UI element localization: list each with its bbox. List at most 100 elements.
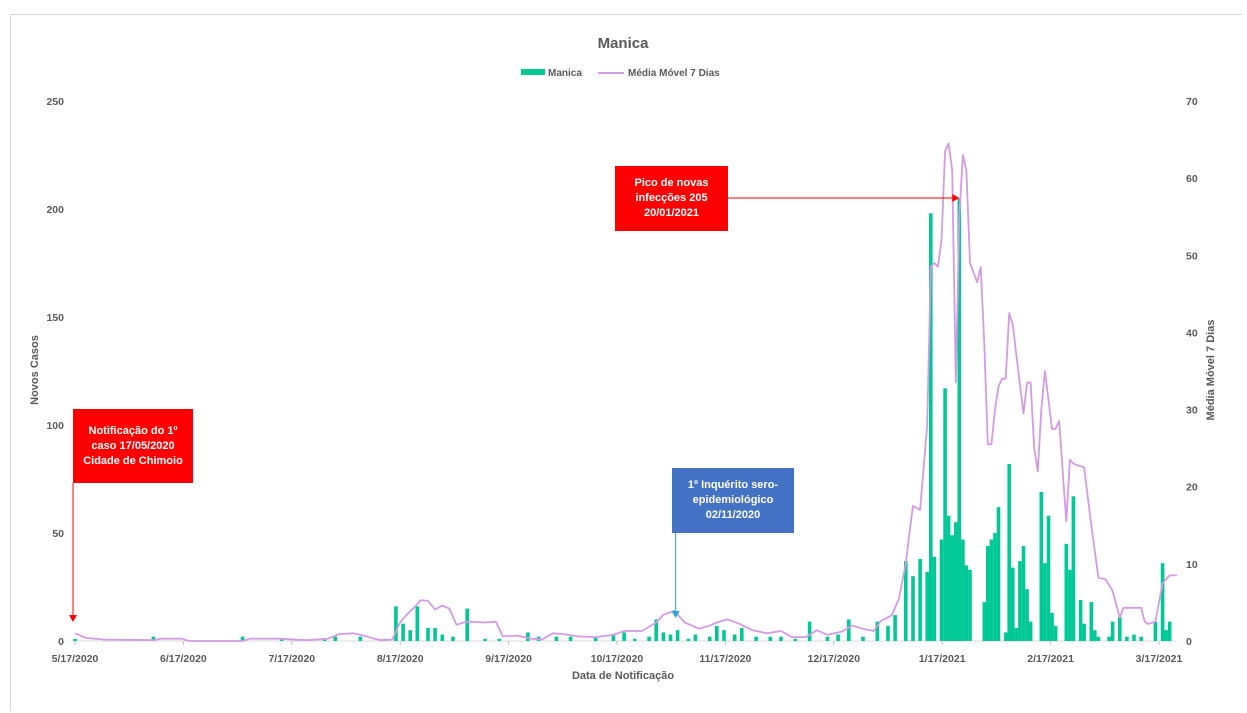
bar [633, 638, 637, 641]
bar [893, 615, 897, 641]
x-tick-label: 1/17/2021 [919, 653, 966, 665]
bar [707, 636, 712, 641]
bar [1025, 589, 1029, 641]
bar [722, 630, 726, 641]
bar [465, 608, 469, 641]
annotation-peak: Pico de novas infecções 205 20/01/2021 [615, 166, 728, 231]
bar [1018, 561, 1022, 641]
bar [954, 522, 958, 641]
bar [732, 634, 737, 641]
bar [932, 556, 937, 641]
bar [240, 636, 245, 641]
x-tick-label: 2/17/2021 [1027, 653, 1074, 665]
bar [1164, 630, 1168, 641]
bar [483, 638, 487, 641]
bar [918, 558, 922, 641]
bar [440, 634, 445, 641]
bar [946, 515, 951, 641]
bar [1071, 496, 1076, 641]
bar [964, 565, 969, 641]
bar [925, 571, 929, 641]
bar [807, 621, 812, 641]
bar [622, 632, 626, 641]
x-tick-label: 6/17/2020 [160, 653, 207, 665]
legend-swatch-bars [521, 69, 545, 75]
bar [982, 602, 987, 641]
moving-average-line [74, 142, 1177, 642]
y2-tick-label: 70 [1186, 96, 1198, 108]
bar [1125, 636, 1129, 641]
bar [593, 636, 598, 641]
bar [1082, 623, 1086, 641]
bar [661, 632, 666, 641]
bar [1050, 612, 1054, 641]
annotation-sero-survey: 1º Inquérito sero-epidemiológico 02/11/20… [672, 468, 794, 533]
bar [554, 636, 559, 641]
bar [996, 507, 1001, 641]
bar [986, 546, 990, 641]
y2-tick-label: 40 [1186, 327, 1198, 339]
bar [1046, 515, 1051, 641]
bar [847, 619, 851, 641]
bar [929, 213, 933, 642]
arrow-head [69, 615, 77, 622]
x-tick-label: 5/17/2020 [52, 653, 99, 665]
bar [875, 621, 880, 641]
bar [1003, 632, 1008, 641]
x-tick-label: 10/17/2020 [591, 653, 644, 665]
bar [1118, 617, 1122, 641]
y-tick-label: 100 [46, 420, 64, 432]
y-tick-label: 0 [58, 636, 64, 648]
y2-tick-label: 50 [1186, 250, 1198, 262]
bar [993, 533, 997, 641]
bar [825, 636, 830, 641]
chart-title: Manica [598, 35, 650, 52]
bar [886, 625, 890, 641]
bar [779, 636, 783, 641]
y2-tick-label: 30 [1186, 405, 1198, 417]
bar [904, 561, 908, 641]
bar [415, 606, 420, 641]
bar [1028, 621, 1033, 641]
bar [451, 636, 455, 641]
y-axis-label: Novos Casos [29, 335, 41, 405]
bar [526, 632, 530, 641]
bar [1107, 636, 1111, 641]
y-axis-left: 0 50 100 150 200 250 [46, 96, 64, 648]
bar [1110, 621, 1115, 641]
bar-series [73, 198, 1172, 642]
y-tick-label: 250 [46, 96, 64, 108]
bar [1011, 567, 1015, 641]
y-tick-label: 50 [52, 528, 64, 540]
bar [408, 630, 412, 641]
bar [793, 638, 798, 641]
bar [151, 636, 156, 641]
y-tick-label: 200 [46, 204, 64, 216]
bar [1167, 621, 1172, 641]
bar [1021, 546, 1026, 641]
x-tick-label: 9/17/2020 [485, 653, 532, 665]
legend: Manica Média Móvel 7 Dias [521, 68, 720, 79]
arrow-head [671, 611, 680, 618]
bar [401, 623, 405, 641]
bar [686, 638, 691, 641]
bar [280, 638, 284, 641]
y2-axis-label: Média Móvel 7 Dias [1205, 320, 1217, 421]
bar [1153, 621, 1158, 641]
bar [675, 630, 680, 641]
bar [1132, 634, 1136, 641]
legend-label-line: Média Móvel 7 Dias [628, 68, 720, 79]
bar [861, 636, 865, 641]
bar [394, 606, 398, 641]
bar [1068, 569, 1072, 641]
bar [358, 636, 363, 641]
x-tick-label: 7/17/2020 [268, 653, 315, 665]
bar [654, 619, 658, 641]
bar [1096, 636, 1101, 641]
bar [1064, 543, 1069, 641]
annotation-first-case: Notificação do 1º caso 17/05/2020 Cidade d… [73, 409, 193, 483]
legend-label-bars: Manica [548, 68, 582, 79]
bar [943, 388, 947, 641]
bar [73, 638, 77, 641]
